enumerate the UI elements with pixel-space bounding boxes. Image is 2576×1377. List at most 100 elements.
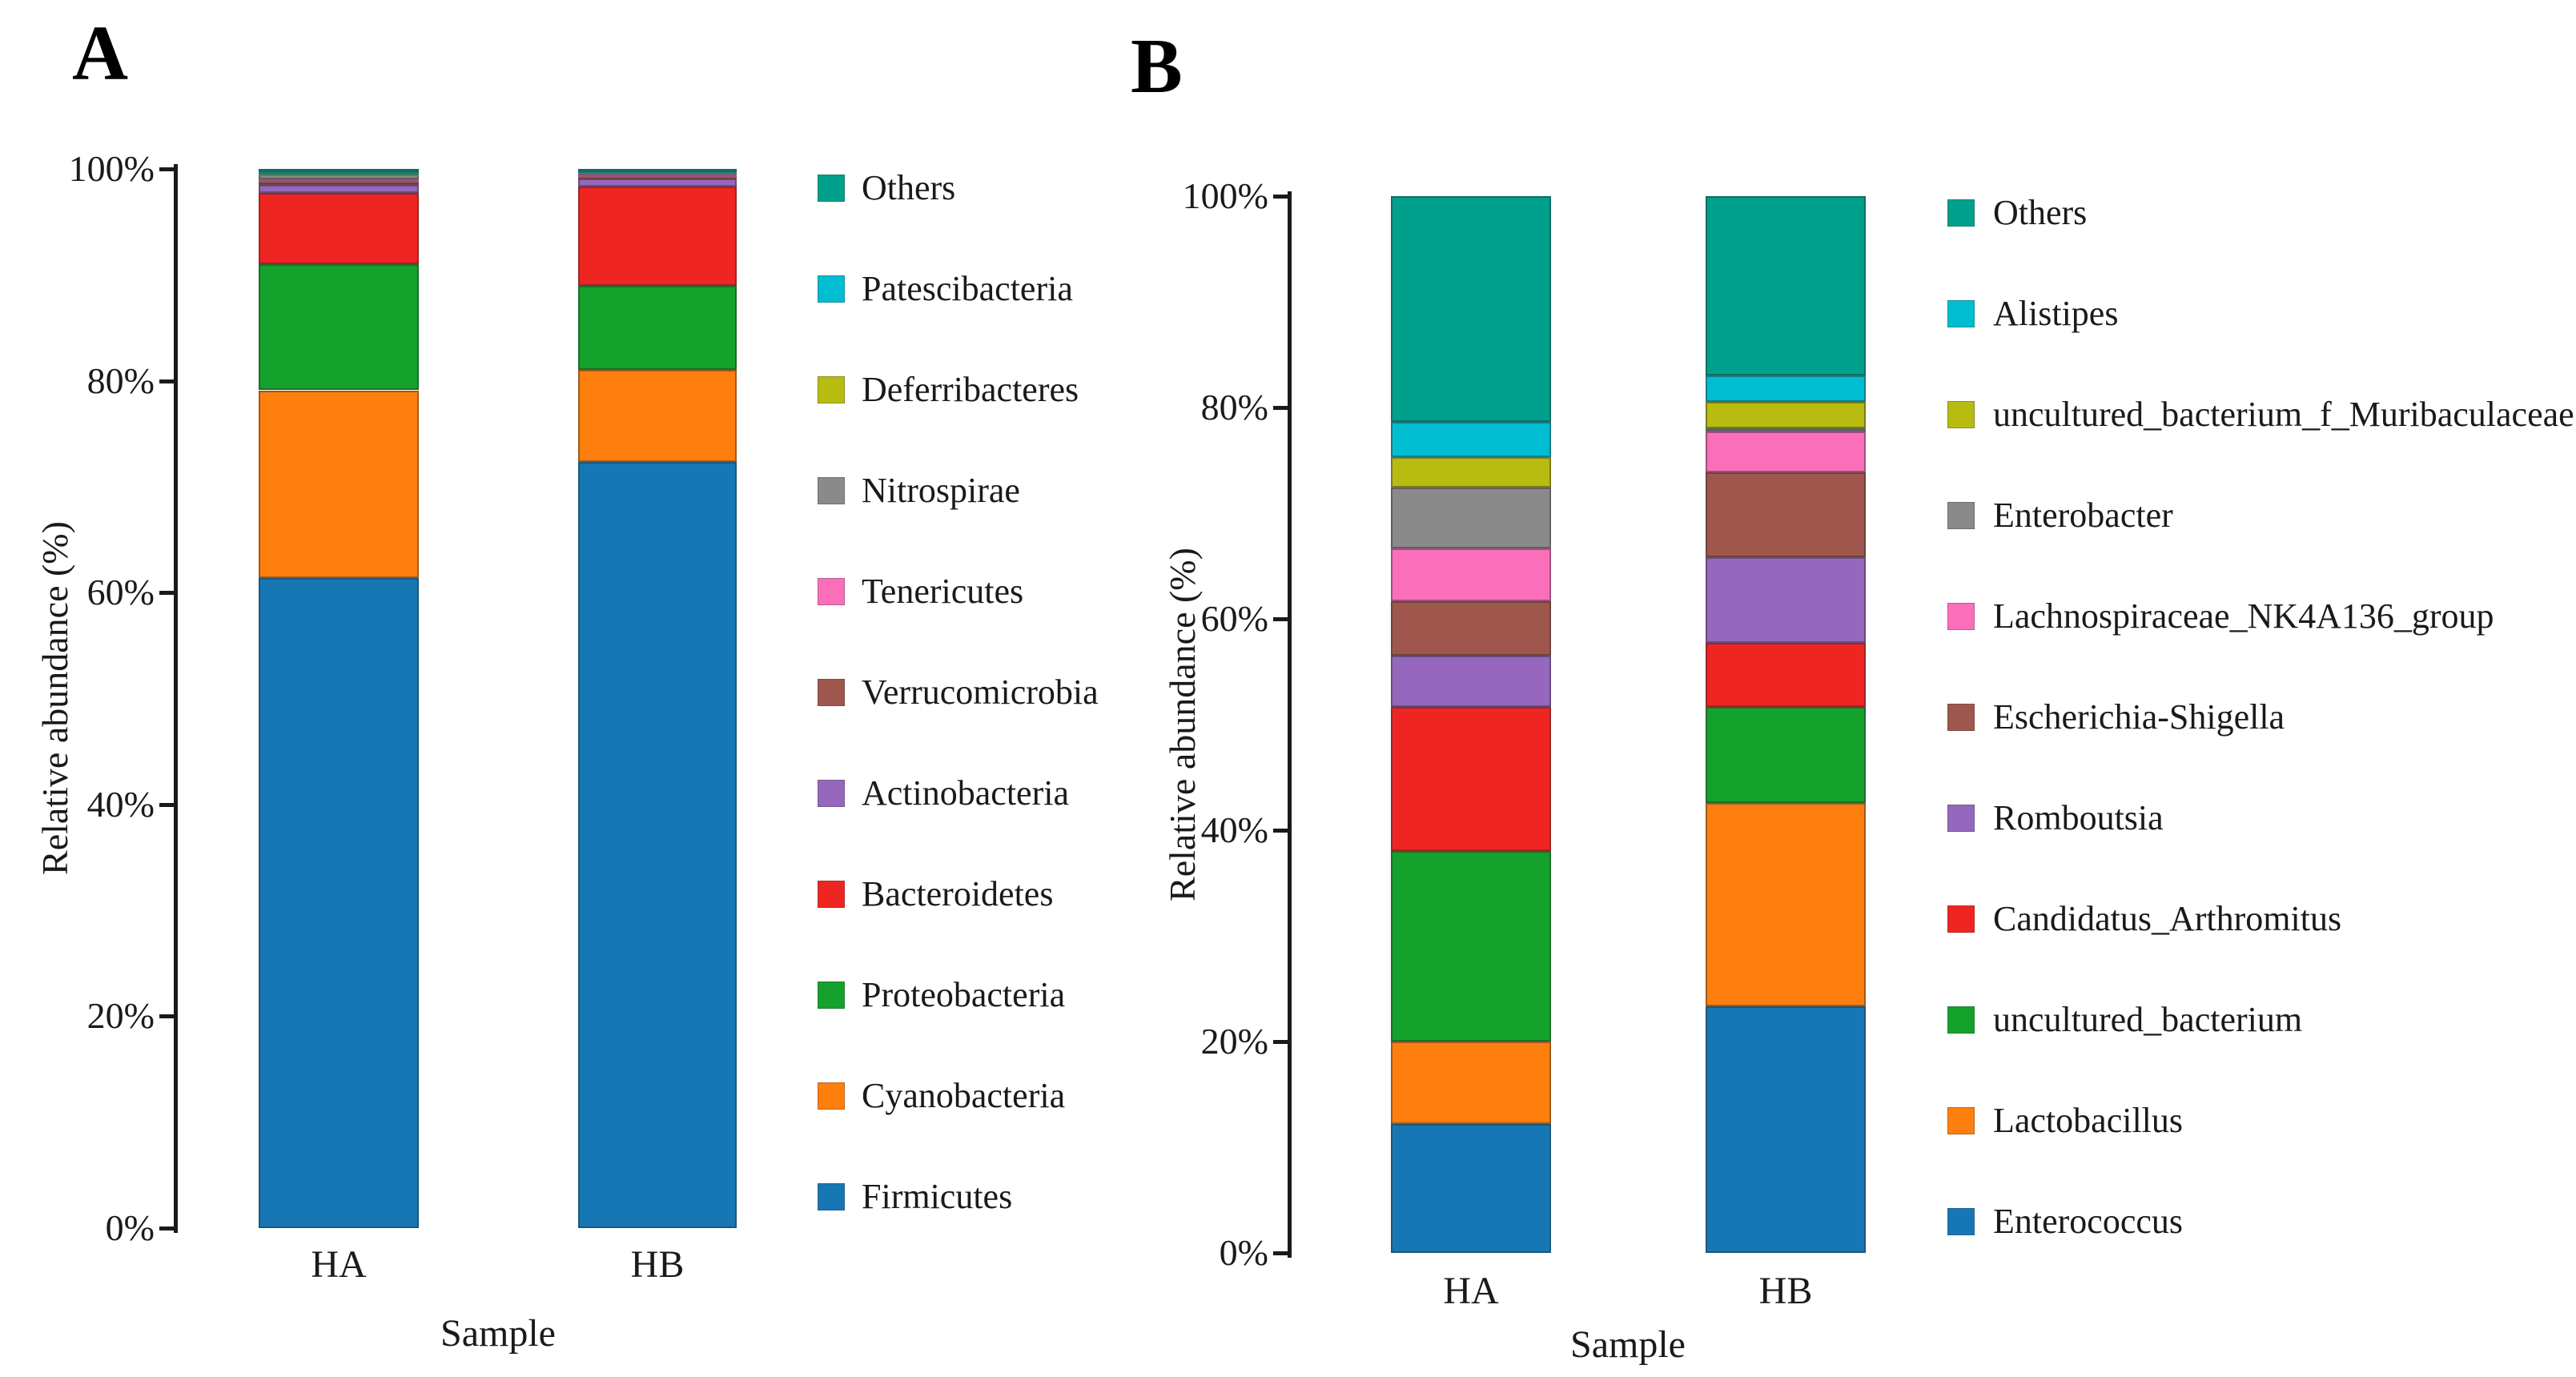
y-tick-label: 20% [86, 995, 155, 1037]
bar-segment-tenericutes [578, 175, 737, 179]
panel-b-x-axis-title: Sample [1570, 1323, 1686, 1366]
panel-b-letter: B [1131, 23, 1183, 109]
legend-label-patescibacteria: Patescibacteria [862, 269, 1073, 308]
legend-label-alistipes: Alistipes [1993, 294, 2119, 333]
bar-segment-firmicutes [259, 577, 419, 1228]
y-tick-mark [1273, 1040, 1288, 1044]
y-tick-mark [159, 167, 174, 171]
bar-segment-uncultured-bacterium [1391, 851, 1551, 1042]
legend-swatch-candidatus-arthromitus [1947, 905, 1975, 933]
legend-label-enterobacter: Enterobacter [1993, 496, 2173, 535]
y-tick-label: 40% [86, 783, 155, 825]
legend-swatch-deferribacteres [818, 376, 845, 403]
bar-segment-uncultured-bacterium-f-muribaculaceae [1706, 402, 1866, 429]
panel-a-y-axis [174, 164, 178, 1233]
bar-segment-lactobacillus [1706, 802, 1866, 1007]
panel-a-x-axis-title: Sample [440, 1312, 556, 1355]
legend-swatch-lactobacillus [1947, 1107, 1975, 1134]
bar-segment-escherichia-shigella [1391, 600, 1551, 656]
y-tick-label: 40% [1200, 809, 1268, 850]
legend-swatch-proteobacteria [818, 982, 845, 1009]
bar-segment-cyanobacteria [578, 370, 737, 463]
bar-segment-enterobacter [1391, 488, 1551, 548]
bar-segment-escherichia-shigella [1706, 472, 1866, 558]
legend-label-uncultured-bacterium: uncultured_bacterium [1993, 1000, 2303, 1039]
x-tick-label-hb: HB [630, 1243, 685, 1286]
legend-label-enterococcus: Enterococcus [1993, 1202, 2183, 1241]
y-tick-mark [1273, 829, 1288, 833]
y-tick-mark [1273, 406, 1288, 410]
y-tick-mark [159, 802, 174, 807]
legend-label-escherichia-shigella: Escherichia-Shigella [1993, 697, 2285, 737]
bar-segment-tenericutes [259, 179, 419, 183]
legend-label-bacteroidetes: Bacteroidetes [862, 874, 1054, 913]
bar-segment-uncultured-bacterium-f-muribaculaceae [1391, 457, 1551, 488]
legend-label-nitrospirae: Nitrospirae [862, 471, 1020, 510]
bar-segment-alistipes [1706, 375, 1866, 403]
bar-segment-lachnospiraceae-nk4a136-group [1391, 548, 1551, 601]
y-tick-label: 100% [68, 148, 155, 189]
legend-label-firmicutes: Firmicutes [862, 1177, 1013, 1216]
bar-segment-enterococcus [1391, 1123, 1551, 1253]
panel-b-y-axis [1288, 191, 1292, 1258]
bar-segment-romboutsia [1391, 656, 1551, 707]
bar-segment-firmicutes [578, 462, 737, 1228]
y-tick-label: 0% [105, 1207, 155, 1248]
legend-label-others: Others [862, 168, 956, 207]
legend-swatch-nitrospirae [818, 477, 845, 504]
x-tick-label-hb: HB [1758, 1270, 1813, 1312]
legend-swatch-escherichia-shigella [1947, 704, 1975, 731]
legend-label-verrucomicrobia: Verrucomicrobia [862, 672, 1099, 712]
legend-swatch-uncultured-bacterium-f-muribaculaceae [1947, 401, 1975, 428]
bar-segment-others [1706, 196, 1866, 376]
y-tick-label: 100% [1182, 175, 1268, 216]
legend-swatch-enterococcus [1947, 1208, 1975, 1235]
bar-segment-proteobacteria [259, 264, 419, 391]
bar-segment-romboutsia [1706, 557, 1866, 644]
legend-swatch-lachnospiraceae-nk4a136-group [1947, 603, 1975, 630]
legend-label-uncultured-bacterium-f-muribaculaceae: uncultured_bacterium_f_Muribaculaceae [1993, 395, 2574, 434]
y-tick-label: 80% [1200, 387, 1268, 428]
y-tick-mark [159, 591, 174, 596]
legend-swatch-cyanobacteria [818, 1082, 845, 1110]
bar-segment-actinobacteria [578, 178, 737, 187]
y-tick-label: 60% [86, 572, 155, 613]
legend-label-candidatus-arthromitus: Candidatus_Arthromitus [1993, 899, 2342, 938]
bar-segment-bacteroidetes [259, 193, 419, 265]
y-tick-mark [159, 1014, 174, 1019]
legend-label-proteobacteria: Proteobacteria [862, 975, 1066, 1014]
y-tick-mark [1273, 195, 1288, 199]
legend-label-tenericutes: Tenericutes [862, 572, 1024, 611]
bar-segment-bacteroidetes [578, 187, 737, 286]
legend-swatch-patescibacteria [818, 275, 845, 303]
legend-swatch-others [1947, 199, 1975, 227]
x-tick-label-ha: HA [311, 1243, 367, 1286]
y-tick-mark [159, 1226, 174, 1230]
legend-label-deferribacteres: Deferribacteres [862, 370, 1079, 409]
legend-swatch-uncultured-bacterium [1947, 1006, 1975, 1034]
bar-segment-enterococcus [1706, 1006, 1866, 1253]
legend-swatch-alistipes [1947, 300, 1975, 327]
x-tick-label-ha: HA [1443, 1270, 1499, 1312]
y-tick-label: 20% [1200, 1021, 1268, 1062]
bar-segment-lactobacillus [1391, 1042, 1551, 1124]
legend-swatch-bacteroidetes [818, 881, 845, 908]
bar-segment-others [578, 169, 737, 172]
bar-segment-uncultured-bacterium [1706, 706, 1866, 803]
bar-segment-alistipes [1391, 422, 1551, 458]
y-tick-mark [1273, 617, 1288, 621]
bar-segment-candidatus-arthromitus [1706, 643, 1866, 707]
y-tick-label: 0% [1219, 1232, 1268, 1273]
legend-swatch-actinobacteria [818, 780, 845, 807]
legend-swatch-verrucomicrobia [818, 679, 845, 706]
legend-label-romboutsia: Romboutsia [1993, 798, 2164, 837]
y-tick-mark [1273, 1251, 1288, 1255]
y-tick-label: 80% [86, 359, 155, 401]
bar-segment-enterobacter [1706, 428, 1866, 432]
bar-segment-lachnospiraceae-nk4a136-group [1706, 432, 1866, 472]
bar-segment-candidatus-arthromitus [1391, 706, 1551, 852]
bar-segment-proteobacteria [578, 285, 737, 371]
legend-swatch-romboutsia [1947, 805, 1975, 832]
y-tick-label: 60% [1200, 598, 1268, 639]
